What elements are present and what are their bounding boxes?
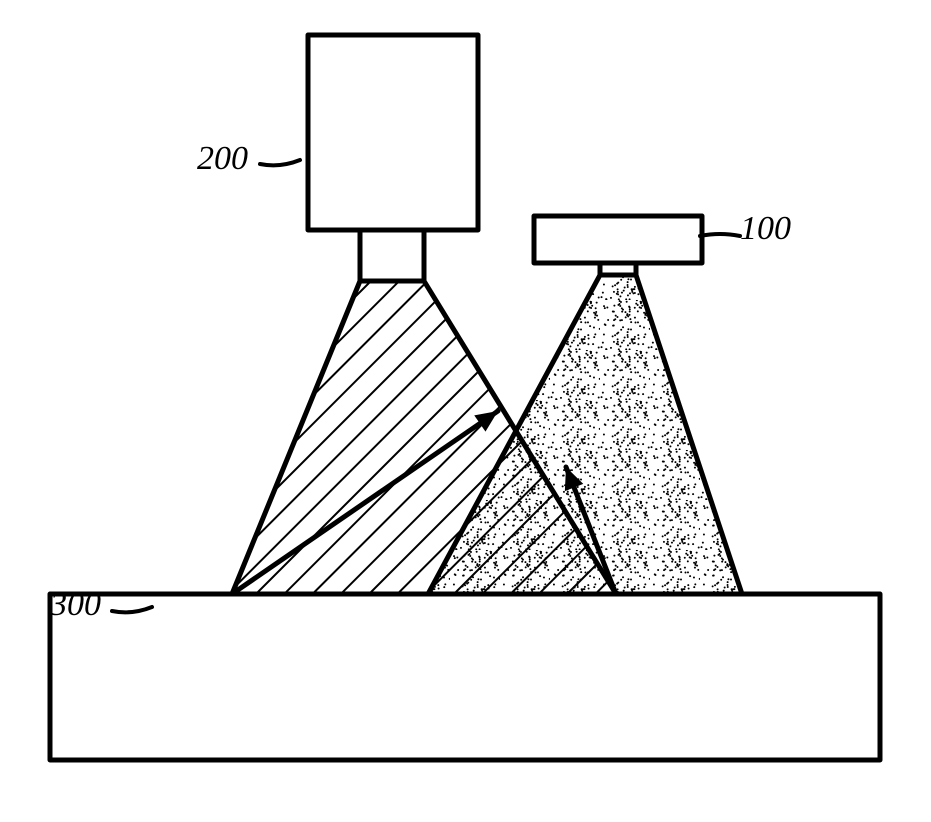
camera-neck xyxy=(360,230,424,281)
leader-emitter xyxy=(700,234,740,236)
label-platform: 300 xyxy=(49,586,101,623)
label-camera: 200 xyxy=(197,140,248,177)
label-emitter: 100 xyxy=(740,210,791,247)
leader-camera xyxy=(260,160,300,165)
emitter-body xyxy=(534,216,702,263)
camera-body xyxy=(308,35,478,230)
platform xyxy=(50,594,880,760)
